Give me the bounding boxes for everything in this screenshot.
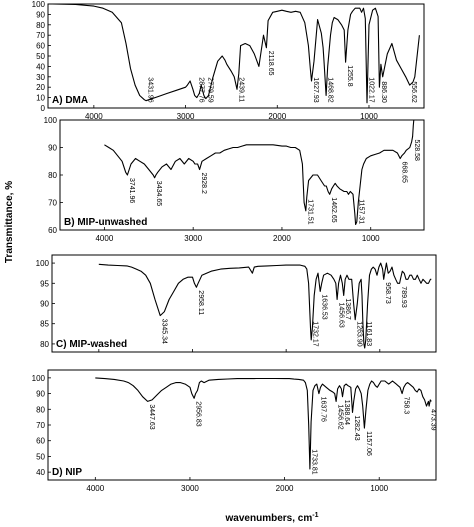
y-tick-label: 100 xyxy=(32,374,46,383)
spectrum-line xyxy=(98,262,432,349)
y-tick-label: 100 xyxy=(36,259,50,268)
spectrum-line xyxy=(104,119,415,226)
y-tick-label: 50 xyxy=(36,52,45,61)
peak-label: 789.93 xyxy=(400,286,407,308)
y-tick-label: 100 xyxy=(44,116,58,125)
peak-label: 1263.90 xyxy=(356,321,363,346)
peak-label: 1468.82 xyxy=(327,77,334,102)
peak-label: 958.73 xyxy=(384,282,391,304)
x-tick-label: 1000 xyxy=(360,112,378,121)
y-axis-label: Transmittance, % xyxy=(4,181,15,263)
y-tick-label: 60 xyxy=(36,437,45,446)
peak-label: 1732.17 xyxy=(312,321,319,346)
y-tick-label: 60 xyxy=(36,42,45,51)
x-tick-label: 3000 xyxy=(181,484,199,493)
peak-label: 1022.17 xyxy=(368,77,375,102)
peak-label: 2928.2 xyxy=(200,173,207,195)
x-axis-label-main: wavenumbers, cm xyxy=(225,513,313,524)
peak-label: 2877.76 xyxy=(197,77,204,102)
y-tick-label: 90 xyxy=(36,10,45,19)
y-tick-label: 70 xyxy=(36,421,45,430)
peak-label: 3345.34 xyxy=(161,319,168,344)
y-tick-label: 90 xyxy=(48,144,57,153)
y-tick-label: 70 xyxy=(36,31,45,40)
y-tick-label: 90 xyxy=(36,390,45,399)
panel-label: B) MIP-unwashed xyxy=(64,217,147,228)
x-tick-label: 2000 xyxy=(273,234,291,243)
x-tick-label: 2000 xyxy=(276,484,294,493)
peak-label: 2118.65 xyxy=(267,51,274,76)
x-axis-label: wavenumbers, cm-1 xyxy=(225,512,319,524)
y-tick-label: 30 xyxy=(36,73,45,82)
peak-label: 3434.65 xyxy=(155,181,162,206)
peak-label: 1733.81 xyxy=(310,449,317,474)
peak-label: 1462.65 xyxy=(330,197,337,222)
peak-label: 1282.43 xyxy=(353,415,360,440)
peak-label: 1627.93 xyxy=(312,77,319,102)
peak-label: 1157.06 xyxy=(365,431,372,456)
x-tick-label: 1000 xyxy=(370,484,388,493)
peak-label: 1456.62 xyxy=(337,404,344,429)
y-tick-label: 80 xyxy=(36,21,45,30)
y-tick-label: 70 xyxy=(48,199,57,208)
panel-label: D) NIP xyxy=(52,467,82,478)
peak-label: 1161.83 xyxy=(365,321,372,346)
peak-label: 1456.63 xyxy=(338,303,345,328)
x-tick-label: 3000 xyxy=(184,234,202,243)
peak-label: 1388.64 xyxy=(343,400,350,425)
y-tick-label: 80 xyxy=(40,340,49,349)
peak-label: 758.3 xyxy=(403,397,410,415)
x-tick-label: 4000 xyxy=(86,484,104,493)
spectrum-line xyxy=(52,3,420,104)
peak-label: 528.58 xyxy=(413,140,420,162)
panel-frame xyxy=(59,119,425,231)
y-tick-label: 50 xyxy=(36,452,45,461)
peak-label: 2956.83 xyxy=(195,401,202,426)
peak-label: 3447.63 xyxy=(148,404,155,429)
y-tick-label: 10 xyxy=(36,94,45,103)
y-tick-label: 100 xyxy=(32,0,46,9)
panel-4: 40 50 60 70 80 90 100 4000 3000 2000 1000 3447.63 29… xyxy=(32,369,437,493)
peak-label: 1731.51 xyxy=(306,199,313,224)
y-tick-label: 95 xyxy=(40,279,49,288)
x-axis-label-exponent: -1 xyxy=(312,512,318,519)
y-tick-label: 90 xyxy=(40,300,49,309)
x-tick-label: 4000 xyxy=(95,234,113,243)
x-tick-label: 2000 xyxy=(268,112,286,121)
x-tick-label: 4000 xyxy=(85,112,103,121)
peak-label: 886.30 xyxy=(380,81,387,103)
y-tick-label: 40 xyxy=(36,468,45,477)
peak-label: 2439.11 xyxy=(238,77,245,102)
peak-label: 2958.11 xyxy=(197,290,204,315)
peak-label: 668.65 xyxy=(401,162,408,184)
peak-label: 2779.59 xyxy=(206,77,213,102)
panel-2: 60 70 80 90 100 4000 3000 2000 1000 3741.96 3434.6… xyxy=(44,116,425,243)
peak-label: 1255.8 xyxy=(346,65,353,87)
peak-label: 3431.96 xyxy=(147,77,154,102)
y-tick-label: 85 xyxy=(40,320,49,329)
peak-label: 473.39 xyxy=(430,409,437,431)
y-tick-label: 80 xyxy=(36,405,45,414)
y-tick-label: 0 xyxy=(41,104,46,113)
y-tick-label: 20 xyxy=(36,83,45,92)
spectrum-line xyxy=(95,377,432,470)
peak-label: 1386.7 xyxy=(344,298,351,320)
x-tick-label: 1000 xyxy=(362,234,380,243)
peak-label: 3741.96 xyxy=(128,178,135,203)
panel-label: C) MIP-washed xyxy=(56,339,127,350)
peak-label: 1637.76 xyxy=(319,397,326,422)
y-tick-label: 80 xyxy=(48,171,57,180)
peak-label: 556.62 xyxy=(410,81,417,103)
peak-label: 1636.53 xyxy=(321,294,328,319)
x-tick-label: 3000 xyxy=(177,112,195,121)
panel-label: A) DMA xyxy=(52,95,88,106)
peak-label: 1157.31 xyxy=(357,199,364,224)
y-tick-label: 60 xyxy=(48,226,57,235)
y-tick-label: 40 xyxy=(36,62,45,71)
